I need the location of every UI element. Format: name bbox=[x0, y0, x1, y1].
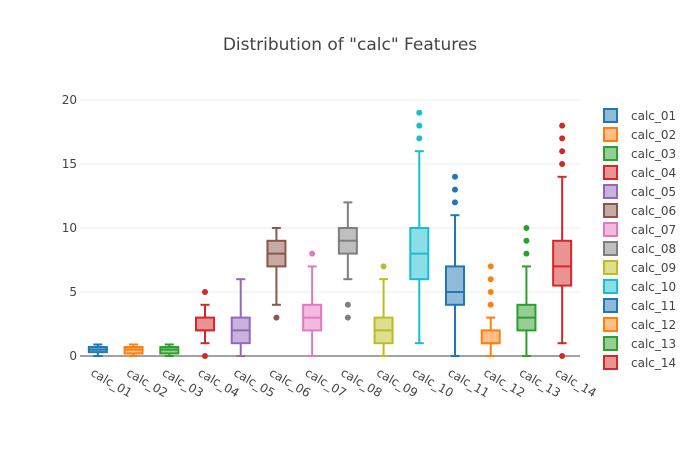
box-calc_03[interactable] bbox=[159, 343, 180, 357]
box-calc_05[interactable] bbox=[230, 278, 251, 357]
box-calc_06[interactable] bbox=[266, 227, 287, 321]
box-calc_08[interactable] bbox=[337, 201, 358, 321]
box-iqr bbox=[445, 265, 465, 306]
box-calc_02[interactable] bbox=[123, 343, 144, 357]
legend-item-calc_13[interactable]: calc_13 bbox=[603, 336, 676, 351]
outlier-point bbox=[487, 263, 494, 270]
legend-item-calc_10[interactable]: calc_10 bbox=[603, 279, 676, 294]
legend-label: calc_11 bbox=[631, 299, 676, 313]
legend-item-calc_12[interactable]: calc_12 bbox=[603, 317, 676, 332]
box-calc_12[interactable] bbox=[480, 263, 501, 357]
outlier-point bbox=[416, 122, 423, 129]
legend-label: calc_06 bbox=[631, 204, 676, 218]
legend-swatch bbox=[603, 108, 618, 123]
outlier-point bbox=[309, 250, 316, 257]
y-tick-label: 20 bbox=[62, 93, 77, 107]
legend-label: calc_07 bbox=[631, 223, 676, 237]
y-tick-label: 0 bbox=[69, 349, 77, 363]
outlier-point bbox=[487, 289, 494, 295]
outlier-point bbox=[452, 173, 458, 180]
legend-label: calc_09 bbox=[631, 261, 676, 275]
outlier-point bbox=[523, 237, 530, 244]
box-calc_10[interactable] bbox=[409, 109, 430, 345]
box-calc_11[interactable] bbox=[445, 173, 465, 357]
outlier-point bbox=[487, 301, 494, 308]
box-calc_09[interactable] bbox=[373, 263, 394, 357]
box-iqr bbox=[552, 239, 573, 287]
legend-swatch bbox=[603, 146, 618, 161]
legend-item-calc_07[interactable]: calc_07 bbox=[603, 222, 676, 237]
outlier-point bbox=[452, 186, 458, 193]
outlier-point bbox=[202, 289, 208, 295]
outlier-point bbox=[416, 109, 423, 116]
legend-label: calc_03 bbox=[631, 147, 676, 161]
outlier-point bbox=[559, 148, 566, 155]
chart-title: Distribution of "calc" Features bbox=[223, 35, 477, 55]
outlier-point bbox=[559, 161, 566, 167]
x-tick-label: calc_14 bbox=[553, 365, 599, 400]
legend-swatch bbox=[603, 260, 618, 275]
outlier-point bbox=[523, 225, 530, 231]
boxes bbox=[87, 109, 573, 359]
box-calc_13[interactable] bbox=[516, 225, 537, 357]
legend-label: calc_12 bbox=[631, 318, 676, 332]
legend-label: calc_02 bbox=[631, 128, 676, 142]
legend-swatch bbox=[603, 241, 618, 256]
y-tick-label: 10 bbox=[62, 221, 77, 235]
grid-lines bbox=[80, 99, 580, 357]
outlier-point bbox=[487, 276, 494, 283]
legend-item-calc_11[interactable]: calc_11 bbox=[603, 298, 676, 313]
legend-swatch bbox=[603, 279, 618, 294]
outlier-point bbox=[452, 199, 458, 206]
legend-item-calc_09[interactable]: calc_09 bbox=[603, 260, 676, 275]
x-axis: calc_01calc_02calc_03calc_04calc_05calc_… bbox=[88, 365, 598, 400]
legend-swatch bbox=[603, 203, 618, 218]
legend-label: calc_08 bbox=[631, 242, 676, 256]
box-calc_04[interactable] bbox=[195, 289, 215, 359]
legend-item-calc_06[interactable]: calc_06 bbox=[603, 203, 676, 218]
legend-swatch bbox=[603, 222, 618, 237]
legend-item-calc_02[interactable]: calc_02 bbox=[603, 127, 676, 142]
legend-swatch bbox=[603, 184, 618, 199]
legend-item-calc_03[interactable]: calc_03 bbox=[603, 146, 676, 161]
box-iqr bbox=[195, 316, 215, 332]
outlier-point bbox=[416, 135, 423, 142]
legend-item-calc_04[interactable]: calc_04 bbox=[603, 165, 676, 180]
legend-label: calc_04 bbox=[631, 166, 676, 180]
legend-swatch bbox=[603, 317, 618, 332]
legend-item-calc_01[interactable]: calc_01 bbox=[603, 108, 676, 123]
box-calc_14[interactable] bbox=[552, 122, 573, 359]
legend-item-calc_08[interactable]: calc_08 bbox=[603, 241, 676, 256]
outlier-point bbox=[523, 250, 530, 257]
legend-swatch bbox=[603, 165, 618, 180]
y-tick-label: 5 bbox=[69, 285, 77, 299]
legend-swatch bbox=[603, 355, 618, 370]
legend-item-calc_05[interactable]: calc_05 bbox=[603, 184, 676, 199]
legend-label: calc_01 bbox=[631, 109, 676, 123]
box-calc_07[interactable] bbox=[302, 250, 323, 357]
outlier-point bbox=[559, 122, 566, 129]
box-iqr bbox=[480, 329, 501, 345]
legend-swatch bbox=[603, 336, 618, 351]
legend-label: calc_13 bbox=[631, 337, 676, 351]
legend-label: calc_05 bbox=[631, 185, 676, 199]
y-axis: 0 5 10 15 20 bbox=[62, 93, 77, 363]
outlier-point bbox=[344, 301, 351, 308]
legend-swatch bbox=[603, 127, 618, 142]
outlier-point bbox=[202, 353, 208, 359]
legend-swatch bbox=[603, 298, 618, 313]
outlier-point bbox=[559, 135, 566, 142]
outlier-point bbox=[380, 263, 387, 270]
outlier-point bbox=[559, 353, 566, 359]
box-calc_01[interactable] bbox=[87, 343, 108, 357]
legend[interactable]: calc_01 calc_02 calc_03 calc_04 calc_05 calc_… bbox=[603, 108, 676, 370]
outlier-point bbox=[344, 314, 351, 321]
legend-label: calc_10 bbox=[631, 280, 676, 294]
y-tick-label: 15 bbox=[62, 157, 77, 171]
outlier-point bbox=[273, 314, 280, 321]
legend-label: calc_14 bbox=[631, 356, 676, 370]
legend-item-calc_14[interactable]: calc_14 bbox=[603, 355, 676, 370]
